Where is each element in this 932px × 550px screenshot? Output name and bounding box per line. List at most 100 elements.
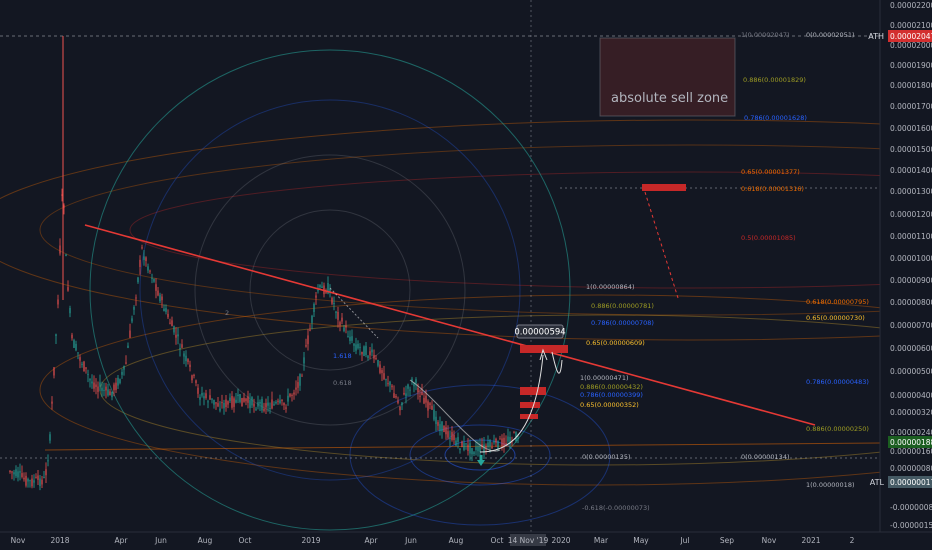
candle-body	[311, 315, 313, 323]
candle-body	[225, 399, 227, 408]
candle-body	[391, 385, 393, 388]
fib-label: 0(0.00000134)	[741, 453, 790, 461]
candle-body	[193, 374, 195, 376]
x-tick-label: 2019	[301, 536, 320, 545]
candle-body	[477, 446, 479, 452]
fib-label: -0.618(-0.00000073)	[582, 504, 650, 512]
candle-body	[25, 475, 27, 486]
candle-body	[101, 387, 103, 391]
candle-body	[105, 386, 107, 391]
y-tick-label: 0.00001400	[890, 166, 932, 175]
candle-body	[275, 402, 277, 404]
candle-body	[69, 307, 71, 314]
fib-label: 1(0.00000471)	[580, 374, 629, 382]
candle-body	[327, 282, 329, 294]
candle-body	[17, 471, 19, 478]
candle-body	[9, 470, 11, 472]
candle-body	[89, 379, 91, 381]
candle-body	[175, 334, 177, 338]
candle-body	[373, 354, 375, 359]
x-tick-label: Jun	[404, 536, 417, 545]
x-tick-label: May	[633, 536, 649, 545]
candle-body	[505, 443, 507, 445]
fib-label: 0.886(0.00000781)	[591, 302, 654, 310]
candle-body	[45, 469, 47, 476]
y-tick-label: 0.00000160	[890, 447, 932, 456]
candle-body	[71, 334, 73, 339]
fib-label: 0.65(0.00000730)	[806, 314, 865, 322]
candle-body	[255, 408, 257, 410]
candle-body	[197, 387, 199, 394]
time-axis[interactable]	[0, 532, 932, 550]
candle-body	[499, 438, 501, 440]
y-tick-label: 0.00000080	[890, 464, 932, 473]
fib-label: 2	[225, 309, 229, 317]
candle-body	[135, 297, 137, 299]
candle-body	[329, 288, 331, 293]
fib-ellipses	[0, 49, 932, 531]
y-tick-label: 0.00000800	[890, 298, 932, 307]
candle-body	[285, 407, 287, 409]
candle-body	[257, 402, 259, 407]
y-badge	[888, 476, 932, 488]
candle-body	[61, 194, 63, 196]
candle-body	[219, 408, 221, 411]
candle-body	[41, 479, 43, 485]
candle-body	[221, 402, 223, 404]
candle-body	[243, 397, 245, 402]
candle-body	[103, 389, 105, 391]
fib-circle-big	[89, 49, 571, 531]
x-tick-label: Sep	[720, 536, 734, 545]
candle-body	[471, 448, 473, 455]
candle-body	[433, 409, 435, 420]
candle-body	[447, 431, 449, 438]
candle-body	[259, 401, 261, 404]
candle-body	[117, 377, 119, 386]
candle-body	[359, 346, 361, 348]
fib-label: 0.5(0.00001085)	[741, 234, 796, 242]
candle-body	[357, 343, 359, 349]
candle-body	[475, 446, 477, 450]
y-badge-value: 0.00000188	[890, 438, 932, 447]
x-tick-label: Oct	[491, 536, 504, 545]
candle-body	[201, 393, 203, 396]
candle-body	[183, 353, 185, 357]
candle-body	[345, 325, 347, 328]
fib-label: 0.886(0.00000250)	[806, 425, 869, 433]
candle-body	[153, 278, 155, 282]
candle-body	[205, 393, 207, 398]
candle-body	[361, 351, 363, 355]
candle-body	[295, 387, 297, 390]
x-cursor-label: 14 Nov '19	[508, 536, 549, 545]
candle-body	[363, 346, 365, 356]
candle-body	[429, 403, 431, 405]
candle-body	[151, 277, 153, 279]
y-tick-label: 0.00000500	[890, 367, 932, 376]
projection-arc-2	[551, 351, 563, 374]
y-tick-label: 0.00001200	[890, 210, 932, 219]
candle-body	[13, 472, 15, 475]
y-tick-label: 0.00001900	[890, 61, 932, 70]
fib-label: 1(0.00002047)	[741, 31, 790, 39]
x-tick-label: Jul	[679, 536, 689, 545]
candle-body	[375, 357, 377, 359]
candle-body	[435, 416, 437, 425]
candle-body	[215, 402, 217, 404]
candle-body	[189, 364, 191, 368]
sell-zone-box[interactable]	[599, 37, 736, 117]
candle-body	[29, 480, 31, 482]
fib-label: 0(0.00000135)	[582, 453, 631, 461]
candle-body	[73, 340, 75, 348]
candle-body	[75, 343, 77, 351]
candle-body	[439, 424, 441, 431]
candle-body	[127, 345, 129, 348]
candle-body	[507, 436, 509, 442]
candle-body	[289, 393, 291, 397]
candle-body	[47, 460, 49, 462]
candle-body	[269, 407, 271, 410]
candle-body	[169, 322, 171, 324]
candle-body	[247, 396, 249, 403]
candle-body	[389, 381, 391, 386]
